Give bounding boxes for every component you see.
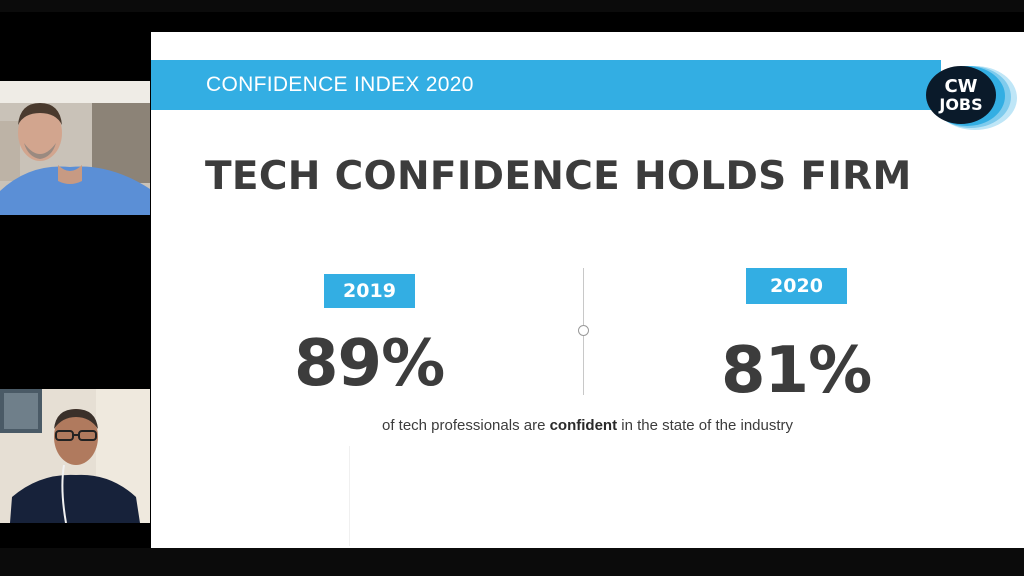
window-bottom-band (0, 548, 1024, 576)
stat-caption: of tech professionals are confident in t… (151, 417, 1024, 434)
participant-video-1 (0, 81, 150, 215)
year-badge-2020: 2020 (746, 268, 847, 304)
cw-jobs-logo-icon: CW JOBS (926, 66, 1017, 130)
window-top-band (0, 0, 1024, 12)
stat-value-2020: 81% (721, 334, 872, 408)
participant-sidebar (0, 12, 151, 548)
participant-video-tile-1[interactable] (0, 81, 150, 215)
logo-text-line1: CW (944, 76, 977, 97)
logo-text-line2: JOBS (938, 95, 982, 114)
slide-top-letterbox (151, 12, 1024, 32)
slide-header-title: CONFIDENCE INDEX 2020 (206, 73, 474, 96)
slide-headline: TECH CONFIDENCE HOLDS FIRM (205, 154, 912, 199)
slide-artifact-line (349, 446, 350, 546)
year-badge-2019: 2019 (324, 274, 415, 308)
caption-text-before: of tech professionals are (381, 417, 550, 434)
participant-video-tile-2[interactable] (0, 389, 150, 523)
presentation-slide: CONFIDENCE INDEX 2020 CW JOBS TECH CONFI… (151, 12, 1024, 548)
timeline-knob-icon (578, 325, 589, 336)
caption-emphasis: confident (549, 417, 618, 434)
slide-header-bar: CONFIDENCE INDEX 2020 (151, 60, 941, 110)
stat-value-2019: 89% (294, 327, 445, 401)
participant-video-2 (0, 389, 150, 523)
caption-text-after: in the state of the industry (617, 417, 794, 434)
